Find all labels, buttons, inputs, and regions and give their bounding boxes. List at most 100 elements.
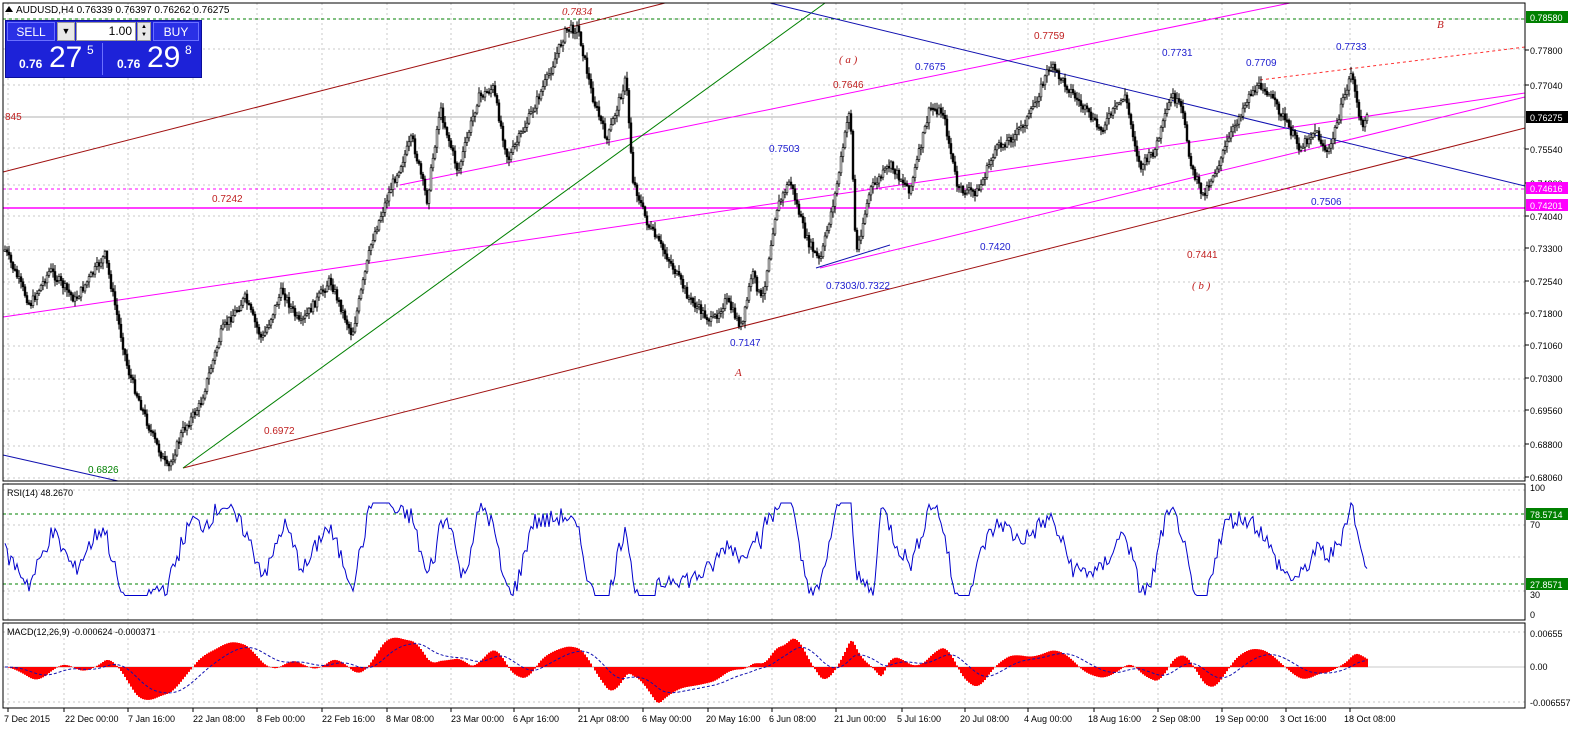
candle-body bbox=[867, 194, 871, 204]
macd-bar bbox=[1096, 667, 1098, 677]
macd-bar bbox=[1330, 667, 1332, 672]
macd-bar bbox=[1332, 667, 1334, 671]
candle-body bbox=[615, 109, 619, 116]
lot-dropdown-button[interactable]: ▼ bbox=[57, 22, 75, 41]
macd-bar bbox=[1118, 667, 1120, 671]
price-tick-label: 0.72540 bbox=[1530, 277, 1563, 287]
macd-bar bbox=[568, 646, 570, 668]
macd-bar bbox=[1190, 662, 1192, 668]
lot-spinner[interactable]: ▲ ▼ bbox=[137, 22, 151, 41]
buy-button[interactable]: BUY bbox=[153, 22, 199, 41]
candle-body bbox=[891, 161, 895, 170]
price-tick-label: 0.77040 bbox=[1530, 81, 1563, 91]
candle-body bbox=[557, 44, 561, 54]
macd-bar bbox=[544, 656, 546, 668]
candle-body bbox=[67, 289, 71, 293]
candle-body bbox=[933, 108, 937, 111]
candle-body bbox=[57, 276, 61, 281]
candle-body bbox=[1001, 144, 1005, 148]
candle-body bbox=[549, 72, 553, 76]
candle-body bbox=[577, 25, 581, 33]
candle-body bbox=[1303, 138, 1307, 148]
macd-bar bbox=[670, 667, 672, 694]
macd-bar bbox=[246, 646, 248, 668]
macd-bar bbox=[1222, 667, 1224, 677]
macd-bar bbox=[1048, 651, 1050, 668]
candle-body bbox=[1263, 88, 1267, 92]
candle-body bbox=[213, 351, 217, 361]
candle-body bbox=[885, 166, 889, 169]
candle-body bbox=[99, 262, 103, 267]
price-annotation: 0.7506 bbox=[1311, 197, 1342, 208]
candle-body bbox=[877, 176, 881, 184]
candle-body bbox=[183, 427, 187, 431]
macd-bar bbox=[38, 667, 40, 679]
candle-body bbox=[1147, 152, 1151, 163]
macd-bar bbox=[606, 667, 608, 689]
candle-body bbox=[619, 96, 623, 100]
sell-price-sup: 5 bbox=[87, 43, 94, 57]
macd-bar bbox=[1132, 665, 1134, 668]
macd-bar bbox=[714, 667, 716, 681]
candle-body bbox=[61, 280, 65, 289]
candle-body bbox=[1209, 180, 1213, 186]
macd-bar bbox=[276, 667, 278, 669]
buy-price[interactable]: 0.76 29 8 bbox=[105, 41, 200, 75]
macd-bar bbox=[458, 659, 460, 668]
candle-body bbox=[865, 203, 869, 215]
lot-size-input[interactable]: 1.00 bbox=[76, 22, 136, 41]
macd-bar bbox=[116, 665, 118, 668]
macd-bar bbox=[24, 667, 26, 675]
candle-body bbox=[1155, 140, 1159, 150]
candle-body bbox=[1205, 185, 1209, 196]
macd-bar bbox=[1216, 667, 1218, 685]
candle-body bbox=[1239, 115, 1243, 119]
sell-price[interactable]: 0.76 27 5 bbox=[7, 41, 103, 75]
macd-bar bbox=[490, 651, 492, 668]
support-line-short bbox=[815, 244, 891, 269]
candle-body bbox=[815, 251, 819, 257]
macd-bar bbox=[1116, 667, 1118, 672]
macd-bar bbox=[28, 667, 30, 678]
macd-bar bbox=[778, 647, 780, 668]
time-tick-label: 8 Mar 08:00 bbox=[386, 714, 434, 724]
candle-body bbox=[289, 306, 293, 309]
macd-bar bbox=[210, 651, 212, 668]
candle-body bbox=[1207, 185, 1211, 188]
candle-body bbox=[1037, 96, 1041, 102]
candle-body bbox=[797, 203, 801, 215]
candle-body bbox=[133, 379, 137, 394]
candle-body bbox=[773, 219, 777, 235]
candle-body bbox=[939, 107, 943, 114]
macd-bar bbox=[176, 667, 178, 687]
candle-body bbox=[443, 122, 447, 128]
candle-body bbox=[1321, 143, 1325, 147]
candle-body bbox=[137, 395, 141, 401]
macd-bar bbox=[456, 658, 458, 668]
macd-bar bbox=[958, 667, 960, 670]
candle-body bbox=[475, 105, 479, 114]
price-tag-box bbox=[1526, 111, 1568, 123]
macd-bar bbox=[40, 667, 42, 679]
macd-bar bbox=[712, 667, 714, 682]
candle-body bbox=[695, 306, 699, 309]
sell-button[interactable]: SELL bbox=[7, 22, 55, 41]
macd-bar bbox=[1236, 657, 1238, 668]
candle-body bbox=[665, 253, 669, 260]
macd-bar bbox=[858, 652, 860, 668]
macd-bar bbox=[810, 662, 812, 668]
candle-body bbox=[1201, 192, 1205, 195]
candle-body bbox=[581, 45, 585, 57]
candle-body bbox=[713, 314, 717, 317]
candle-body bbox=[269, 319, 273, 326]
macd-bar bbox=[1112, 667, 1114, 675]
macd-bar bbox=[426, 657, 428, 668]
macd-bar bbox=[20, 667, 22, 673]
candle-body bbox=[103, 250, 107, 258]
macd-bar bbox=[1344, 662, 1346, 668]
macd-bar bbox=[1220, 667, 1222, 680]
macd-bar bbox=[966, 667, 968, 681]
macd-bar bbox=[776, 648, 778, 668]
time-tick-label: 20 May 16:00 bbox=[706, 714, 761, 724]
